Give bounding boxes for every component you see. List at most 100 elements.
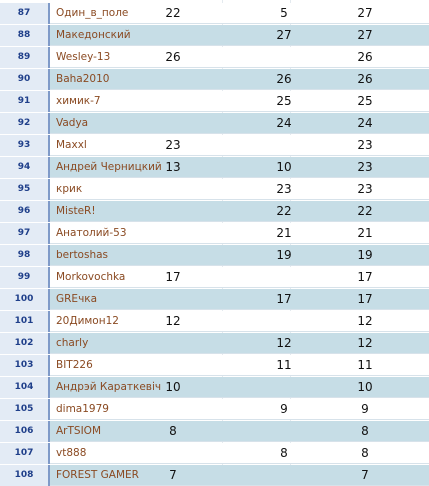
total-score-cell: 26 [357,72,373,86]
player-name-cell: Андрей Черницкий [56,161,162,173]
table-row[interactable]: 89 Wesley-13 26 26 [0,47,429,68]
total-score-cell: 25 [357,94,373,108]
table-row[interactable]: 87 Один_в_поле 22 5 27 [0,3,429,24]
table-row[interactable]: 92 Vadya 24 24 [0,113,429,134]
total-score-cell: 23 [357,182,373,196]
total-score-cell: 22 [357,204,373,218]
player-name-cell: Wesley-13 [56,51,111,63]
player-name-cell: bertoshas [56,249,109,261]
score-round-2-cell: 26 [276,72,292,86]
score-round-1-cell [150,113,196,134]
score-round-2-cell: 19 [276,248,292,262]
score-round-1-cell: 23 [165,138,181,152]
score-round-2-cell: 17 [276,292,292,306]
score-round-2-cell [255,135,313,156]
total-score-cell: 10 [357,380,373,394]
score-round-1-cell [150,91,196,112]
rank-cell: 95 [0,179,50,200]
score-round-2-cell: 8 [280,446,288,460]
table-row[interactable]: 99 Morkovochka 17 17 [0,267,429,288]
player-name-cell: химик-7 [56,95,101,107]
score-round-2-cell [255,377,313,398]
score-round-1-cell: 8 [169,424,177,438]
player-name-cell: Baha2010 [56,73,110,85]
player-name-cell: крик [56,183,83,195]
total-score-cell: 7 [361,468,369,482]
table-row[interactable]: 104 Андрэй Караткевіч 10 10 [0,377,429,398]
player-name-cell: Македонский [56,29,131,41]
rank-cell: 108 [0,465,50,486]
rank-cell: 103 [0,355,50,376]
total-score-cell: 23 [357,160,373,174]
score-round-2-cell [255,311,313,332]
table-row[interactable]: 94 Андрей Черницкий 13 10 23 [0,157,429,178]
total-score-cell: 17 [357,270,373,284]
player-name-cell: FOREST GAMER [56,469,139,481]
table-row[interactable]: 95 крик 23 23 [0,179,429,200]
score-round-2-cell: 12 [276,336,292,350]
score-round-2-cell: 27 [276,28,292,42]
score-round-2-cell: 21 [276,226,292,240]
rank-cell: 90 [0,69,50,90]
total-score-cell: 17 [357,292,373,306]
total-score-cell: 11 [357,358,373,372]
score-round-1-cell: 7 [169,468,177,482]
score-round-1-cell [150,245,196,266]
table-row[interactable]: 97 Анатолий-53 21 21 [0,223,429,244]
table-row[interactable]: 96 MisteR! 22 22 [0,201,429,222]
rank-cell: 104 [0,377,50,398]
total-score-cell: 8 [361,424,369,438]
score-round-1-cell [150,289,196,310]
score-round-2-cell [255,47,313,68]
score-round-1-cell: 22 [165,6,181,20]
total-score-cell: 27 [357,28,373,42]
rank-cell: 106 [0,421,50,442]
rank-cell: 92 [0,113,50,134]
total-score-cell: 12 [357,336,373,350]
score-round-1-cell: 13 [165,160,181,174]
score-round-1-cell [150,69,196,90]
total-score-cell: 26 [357,50,373,64]
score-round-1-cell [150,223,196,244]
table-row[interactable]: 105 dima1979 9 9 [0,399,429,420]
table-row[interactable]: 98 bertoshas 19 19 [0,245,429,266]
player-name-cell: Morkovochka [56,271,126,283]
score-round-2-cell: 24 [276,116,292,130]
total-score-cell: 24 [357,116,373,130]
player-name-cell: charly [56,337,89,349]
table-row[interactable]: 88 Македонский 27 27 [0,25,429,46]
score-round-2-cell: 22 [276,204,292,218]
score-round-1-cell [150,333,196,354]
total-score-cell: 12 [357,314,373,328]
player-name-cell: Один_в_поле [56,7,129,19]
table-row[interactable]: 108 FOREST GAMER 7 7 [0,465,429,486]
rank-cell: 89 [0,47,50,68]
player-name-cell: vt888 [56,447,87,459]
table-row[interactable]: 107 vt888 8 8 [0,443,429,464]
player-name-cell: GREчка [56,293,98,305]
total-score-cell: 19 [357,248,373,262]
score-round-2-cell [255,465,313,486]
table-row[interactable]: 106 ArTSIOM 8 8 [0,421,429,442]
score-round-1-cell [150,443,196,464]
score-round-2-cell: 23 [276,182,292,196]
table-row[interactable]: 100 GREчка 17 17 [0,289,429,310]
table-row[interactable]: 91 химик-7 25 25 [0,91,429,112]
score-round-1-cell [150,179,196,200]
player-name-cell: ArTSIOM [56,425,101,437]
rank-cell: 102 [0,333,50,354]
player-name-cell: 20Димон12 [56,315,119,327]
score-round-2-cell: 9 [280,402,288,416]
total-score-cell: 23 [357,138,373,152]
table-row[interactable]: 102 charly 12 12 [0,333,429,354]
score-round-2-cell: 5 [280,6,288,20]
table-row[interactable]: 90 Baha2010 26 26 [0,69,429,90]
table-row[interactable]: 103 BIT226 11 11 [0,355,429,376]
rank-cell: 105 [0,399,50,420]
table-row[interactable]: 93 Maxxl 23 23 [0,135,429,156]
rank-cell: 91 [0,91,50,112]
rank-cell: 96 [0,201,50,222]
score-round-2-cell: 11 [276,358,292,372]
table-row[interactable]: 101 20Димон12 12 12 [0,311,429,332]
